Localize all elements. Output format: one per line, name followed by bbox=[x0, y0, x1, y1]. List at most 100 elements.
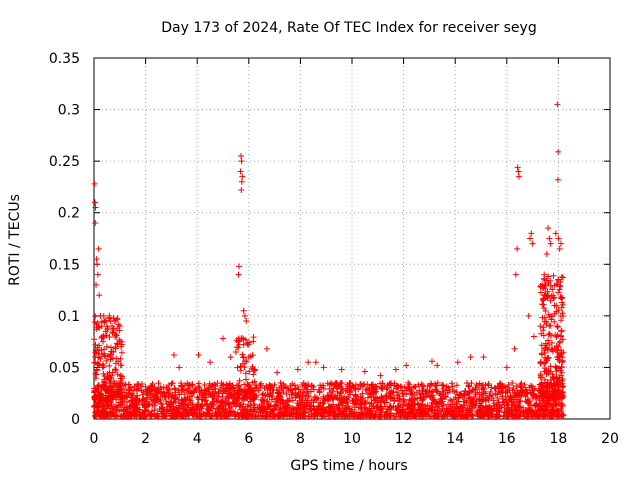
data-point bbox=[92, 204, 99, 211]
noise-point bbox=[486, 392, 493, 399]
data-point bbox=[480, 354, 487, 361]
noise-point bbox=[149, 411, 156, 418]
noise-point bbox=[107, 374, 114, 381]
noise-point bbox=[504, 402, 511, 409]
noise-point bbox=[114, 315, 121, 322]
noise-point bbox=[250, 334, 257, 341]
noise-point bbox=[558, 317, 565, 324]
noise-point bbox=[558, 364, 565, 371]
noise-point bbox=[317, 382, 324, 389]
noise-point bbox=[319, 400, 326, 407]
noise-point bbox=[476, 389, 483, 396]
data-point bbox=[551, 302, 558, 309]
noise-point bbox=[250, 371, 257, 378]
noise-point bbox=[169, 380, 176, 387]
data-point bbox=[392, 366, 399, 373]
noise-point bbox=[111, 366, 118, 373]
noise-point bbox=[113, 381, 120, 388]
noise-point bbox=[339, 396, 346, 403]
noise-point bbox=[201, 386, 208, 393]
noise-point bbox=[155, 380, 162, 387]
noise-point bbox=[327, 389, 334, 396]
data-point bbox=[512, 271, 519, 278]
noise-point bbox=[125, 387, 132, 394]
y-tick-label: 0.25 bbox=[49, 154, 80, 170]
noise-point bbox=[428, 413, 435, 420]
noise-point bbox=[216, 408, 223, 415]
noise-point bbox=[148, 396, 155, 403]
noise-point bbox=[412, 383, 419, 390]
noise-point bbox=[346, 380, 353, 387]
noise-point bbox=[438, 396, 445, 403]
data-point bbox=[559, 354, 566, 361]
noise-point bbox=[429, 399, 436, 406]
noise-point bbox=[447, 396, 454, 403]
noise-point bbox=[505, 408, 512, 415]
noise-point bbox=[98, 346, 105, 353]
data-point bbox=[555, 148, 562, 155]
noise-point bbox=[104, 353, 111, 360]
noise-point bbox=[442, 393, 449, 400]
noise-point bbox=[387, 404, 394, 411]
noise-point bbox=[231, 398, 238, 405]
noise-point bbox=[332, 382, 339, 389]
noise-point bbox=[542, 340, 549, 347]
noise-point bbox=[295, 391, 302, 398]
noise-point bbox=[422, 403, 429, 410]
x-tick-label: 10 bbox=[343, 431, 361, 447]
noise-point bbox=[195, 403, 202, 410]
noise-point bbox=[315, 409, 322, 416]
noise-point bbox=[349, 382, 356, 389]
data-point bbox=[557, 240, 564, 247]
x-tick-label: 14 bbox=[446, 431, 464, 447]
noise-point bbox=[482, 381, 489, 388]
noise-point bbox=[274, 389, 281, 396]
noise-point bbox=[339, 385, 346, 392]
noise-point bbox=[554, 347, 561, 354]
noise-point bbox=[202, 397, 209, 404]
noise-point bbox=[556, 379, 563, 386]
noise-point bbox=[92, 346, 99, 353]
noise-point bbox=[538, 330, 545, 337]
noise-point bbox=[383, 408, 390, 415]
noise-point bbox=[379, 380, 386, 387]
noise-point bbox=[549, 373, 556, 380]
noise-point bbox=[456, 392, 463, 399]
noise-point bbox=[461, 388, 468, 395]
noise-point bbox=[454, 403, 461, 410]
noise-point bbox=[427, 382, 434, 389]
noise-point bbox=[238, 363, 245, 370]
noise-point bbox=[234, 364, 241, 371]
noise-point bbox=[402, 413, 409, 420]
noise-point bbox=[508, 411, 515, 418]
noise-point bbox=[179, 386, 186, 393]
noise-point bbox=[117, 383, 124, 390]
noise-point bbox=[367, 408, 374, 415]
noise-point bbox=[453, 408, 460, 415]
noise-point bbox=[91, 336, 98, 343]
noise-point bbox=[99, 402, 106, 409]
noise-point bbox=[167, 399, 174, 406]
noise-point bbox=[527, 389, 534, 396]
noise-point bbox=[268, 408, 275, 415]
noise-point bbox=[99, 364, 106, 371]
noise-point bbox=[364, 412, 371, 419]
noise-point bbox=[208, 412, 215, 419]
noise-point bbox=[357, 405, 364, 412]
y-tick-label: 0.3 bbox=[58, 103, 80, 119]
chart-title: Day 173 of 2024, Rate Of TEC Index for r… bbox=[161, 20, 536, 36]
noise-point bbox=[279, 397, 286, 404]
noise-point bbox=[426, 389, 433, 396]
noise-point bbox=[378, 385, 385, 392]
data-point bbox=[91, 180, 98, 187]
noise-point bbox=[301, 412, 308, 419]
noise-point bbox=[149, 402, 156, 409]
noise-point bbox=[239, 351, 246, 358]
noise-point bbox=[107, 405, 114, 412]
noise-point bbox=[157, 391, 164, 398]
noise-point bbox=[482, 390, 489, 397]
noise-point bbox=[131, 413, 138, 420]
noise-point bbox=[501, 383, 508, 390]
data-point bbox=[554, 101, 561, 108]
noise-point bbox=[552, 386, 559, 393]
